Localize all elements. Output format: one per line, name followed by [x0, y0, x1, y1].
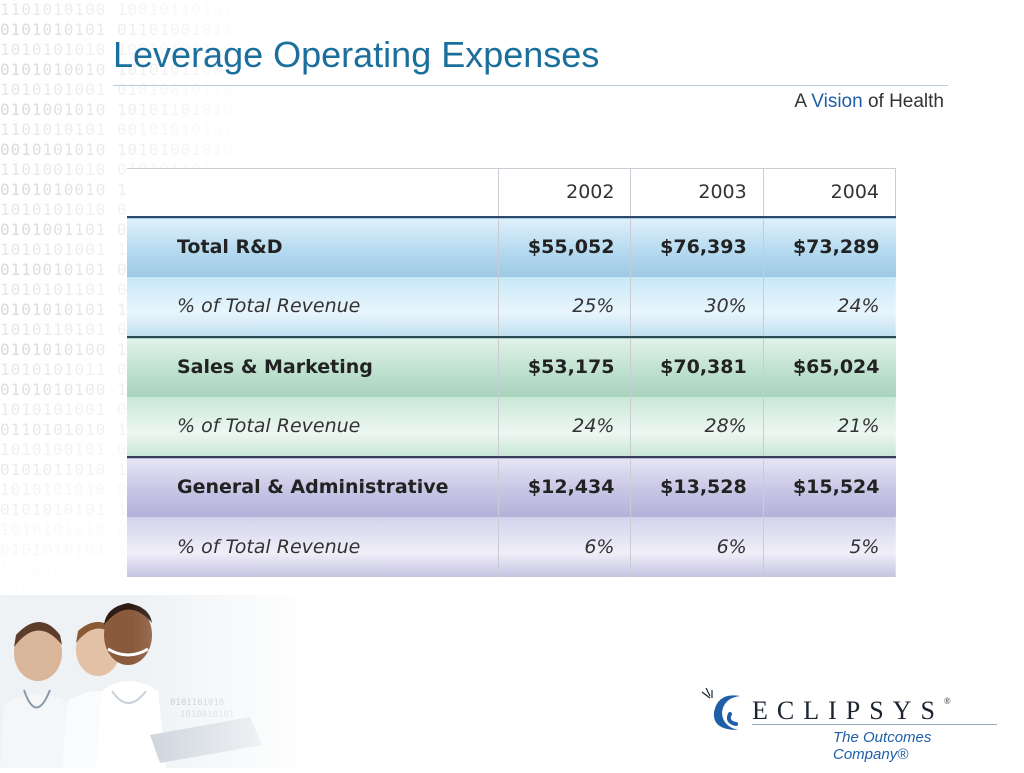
table-row: General & Administrative $12,434 $13,528…: [127, 456, 896, 517]
value-cell: $55,052: [498, 216, 631, 277]
value-cell: $12,434: [498, 456, 631, 517]
company-logo: ECLIPSYS® The Outcomes Company®: [700, 686, 1000, 763]
table-row: Sales & Marketing $53,175 $70,381 $65,02…: [127, 336, 896, 397]
tagline: A Vision of Health: [794, 91, 944, 113]
table-row: % of Total Revenue 6% 6% 5%: [127, 516, 896, 577]
value-cell: 24%: [498, 396, 631, 457]
operating-expenses-table: 2002 2003 2004 Total R&D $55,052 $76,393…: [127, 168, 897, 577]
value-cell: $73,289: [762, 216, 896, 277]
year-header: 2003: [630, 168, 764, 217]
healthcare-workers-photo: 0101101010 1010010101: [0, 595, 330, 768]
registered-mark: ®: [943, 696, 951, 706]
table-header-row: 2002 2003 2004: [127, 168, 897, 217]
logo-slogan: The Outcomes Company®: [833, 729, 932, 763]
header-blank-cell: [127, 168, 499, 217]
value-cell: 5%: [762, 516, 896, 577]
row-label: Sales & Marketing: [177, 356, 373, 378]
tagline-part2: of Health: [862, 91, 944, 112]
tagline-part1: A: [794, 91, 812, 112]
logo-divider: [752, 724, 997, 725]
tagline-accent: Vision: [811, 91, 863, 112]
value-cell: 6%: [630, 516, 764, 577]
title-divider: [113, 85, 948, 86]
value-cell: 24%: [762, 276, 896, 337]
slide-title: Leverage Operating Expenses: [113, 34, 600, 75]
year-header: 2004: [762, 168, 897, 217]
value-cell: 6%: [498, 516, 631, 577]
row-label: Total R&D: [177, 236, 283, 258]
eclipse-logo-icon: [701, 687, 740, 730]
table-row: % of Total Revenue 24% 28% 21%: [127, 396, 896, 457]
row-label: % of Total Revenue: [177, 535, 361, 558]
logo-wordmark: ECLIPSYS®: [752, 696, 951, 726]
value-cell: 30%: [630, 276, 764, 337]
table-row: % of Total Revenue 25% 30% 24%: [127, 276, 896, 337]
photo-fade-overlay: [0, 595, 330, 768]
value-cell: $15,524: [762, 456, 896, 517]
table-row: Total R&D $55,052 $76,393 $73,289: [127, 216, 896, 277]
value-cell: 28%: [630, 396, 764, 457]
year-header: 2002: [498, 168, 631, 217]
logo-wordmark-text: ECLIPSYS: [752, 696, 944, 725]
value-cell: $70,381: [630, 336, 764, 397]
binary-texture-background: 1101010100 10010110101 0101010101 011010…: [0, 0, 300, 600]
value-cell: 21%: [762, 396, 896, 457]
value-cell: $13,528: [630, 456, 764, 517]
row-label: % of Total Revenue: [177, 295, 361, 317]
value-cell: $76,393: [630, 216, 764, 277]
value-cell: 25%: [498, 276, 631, 337]
row-label: % of Total Revenue: [177, 415, 361, 437]
row-label: General & Administrative: [177, 476, 449, 498]
value-cell: $65,024: [762, 336, 896, 397]
value-cell: $53,175: [498, 336, 631, 397]
